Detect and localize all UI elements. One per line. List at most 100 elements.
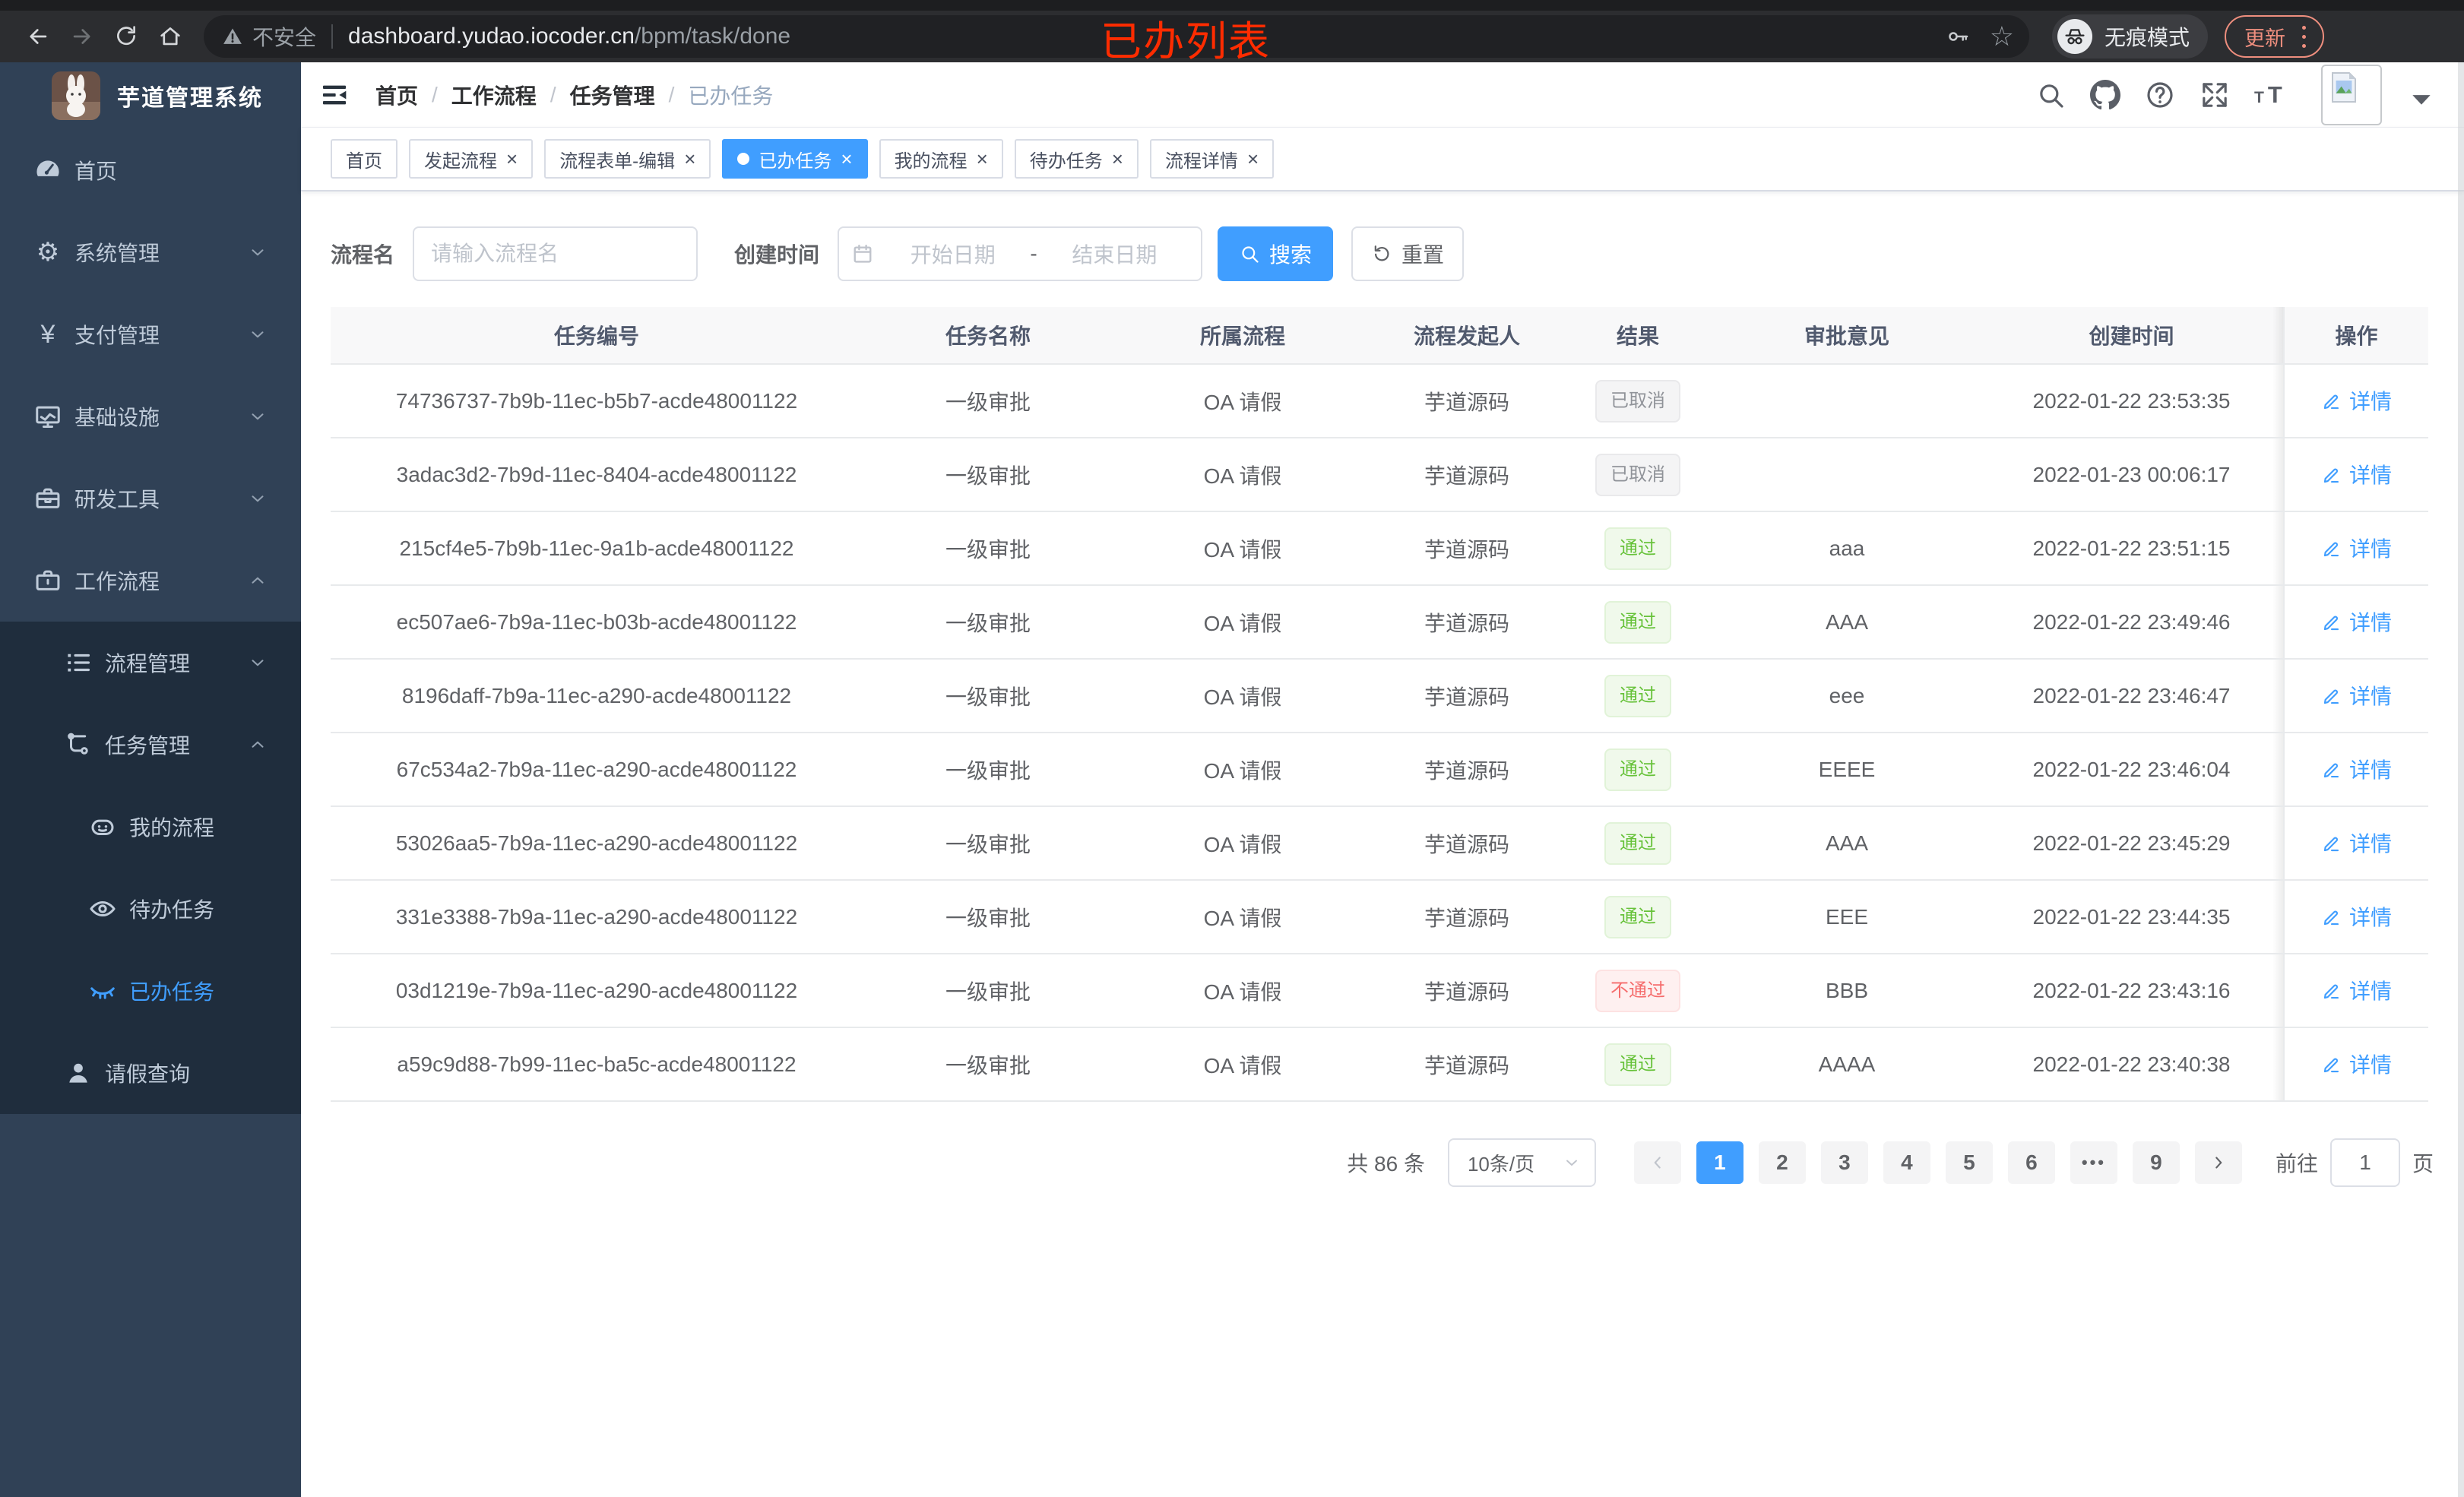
sidebar-item-label: 工作流程 [74,570,160,593]
task-name-cell: 一级审批 [863,364,1113,438]
breadcrumb-item-首页[interactable]: 首页 [375,84,419,108]
detail-link[interactable]: 详情 [2321,901,2392,932]
tab-已办任务[interactable]: 已办任务 × [722,139,868,179]
detail-link[interactable]: 详情 [2321,754,2392,784]
tab-流程表单-编辑[interactable]: 流程表单-编辑 × [544,139,711,179]
fullscreen-icon[interactable] [2200,80,2230,110]
browser-reload-button[interactable] [109,20,143,53]
password-key-icon[interactable] [1946,24,1970,49]
next-page-button[interactable] [2194,1141,2242,1184]
detail-link[interactable]: 详情 [2321,533,2392,563]
detail-link[interactable]: 详情 [2321,975,2392,1005]
security-indicator[interactable]: 不安全 [222,21,316,52]
sidebar-item-系统管理[interactable]: ⚙ 系统管理 [0,211,301,293]
page-button-3[interactable]: 3 [1820,1141,1868,1184]
column-header-任务名称: 任务名称 [863,307,1113,365]
sidebar-item-待办任务[interactable]: 待办任务 [0,868,301,950]
search-button[interactable]: 搜索 [1218,226,1334,281]
sidebar-item-任务管理[interactable]: 任务管理 [0,704,301,786]
detail-link[interactable]: 详情 [2321,680,2392,711]
browser-toolbar: 不安全 dashboard.yudao.iocoder.cn/bpm/task/… [0,11,2464,62]
sidebar-item-已办任务[interactable]: 已办任务 [0,950,301,1032]
sidebar-item-请假查询[interactable]: 请假查询 [0,1032,301,1114]
close-icon[interactable]: × [506,147,518,170]
result-cell: 通过 [1562,585,1714,660]
goto-page-input[interactable] [2329,1138,2400,1187]
detail-label: 详情 [2348,685,2392,709]
reset-button[interactable]: 重置 [1351,226,1465,281]
search-icon[interactable] [2035,80,2066,110]
user-avatar[interactable] [2321,64,2382,125]
address-bar[interactable]: 不安全 dashboard.yudao.iocoder.cn/bpm/task/… [204,15,2029,58]
process-cell: OA 请假 [1113,806,1372,881]
more-pages-button[interactable]: ••• [2070,1141,2117,1184]
help-icon[interactable] [2145,80,2175,110]
tab-我的流程[interactable]: 我的流程 × [879,139,1003,179]
tab-待办任务[interactable]: 待办任务 × [1014,139,1139,179]
close-icon[interactable]: × [684,147,696,170]
edit-icon [2321,759,2342,780]
table-row: 8196daff-7b9a-11ec-a290-acde48001122 一级审批… [331,659,2428,733]
table-row: a59c9d88-7b99-11ec-ba5c-acde48001122 一级审批… [331,1027,2428,1102]
sidebar-item-工作流程[interactable]: 工作流程 [0,540,301,622]
action-cell: 详情 [2273,1027,2428,1102]
page-button-6[interactable]: 6 [2007,1141,2055,1184]
close-icon[interactable]: × [841,147,853,170]
breadcrumb-item-工作流程[interactable]: 工作流程 [451,84,537,108]
browser-home-button[interactable] [154,20,187,53]
close-icon[interactable]: × [1111,147,1123,170]
detail-link[interactable]: 详情 [2321,606,2392,637]
detail-link[interactable]: 详情 [2321,385,2392,416]
user-menu-caret-icon[interactable] [2406,84,2437,115]
tab-发起流程[interactable]: 发起流程 × [409,139,534,179]
column-header-流程发起人: 流程发起人 [1372,307,1562,365]
sidebar-collapse-icon[interactable] [319,80,350,110]
table-row: 53026aa5-7b9a-11ec-a290-acde48001122 一级审批… [331,806,2428,881]
browser-update-button[interactable]: 更新 [2225,15,2325,58]
page-button-2[interactable]: 2 [1758,1141,1806,1184]
result-cell: 通过 [1562,659,1714,733]
sidebar-item-我的流程[interactable]: 我的流程 [0,786,301,868]
browser-back-button[interactable] [21,20,55,53]
page-button-1[interactable]: 1 [1696,1141,1743,1184]
page-button-9[interactable]: 9 [2132,1141,2180,1184]
breadcrumb-item-任务管理[interactable]: 任务管理 [569,84,655,108]
security-label: 不安全 [252,26,317,49]
browser-menu-icon[interactable] [2298,25,2310,48]
opinion-cell: AAA [1714,585,1980,660]
app-logo[interactable]: 芋道管理系统 [0,62,301,129]
process-name-input[interactable] [413,226,698,281]
close-icon[interactable]: × [1246,147,1259,170]
page-button-4[interactable]: 4 [1883,1141,1930,1184]
bookmark-star-icon[interactable]: ☆ [1989,21,2014,52]
edit-icon [2321,833,2342,853]
annotation-text: 已办列表 [1101,19,1271,65]
date-range-picker[interactable]: 开始日期 - 结束日期 [838,226,1203,281]
table-row: 74736737-7b9b-11ec-b5b7-acde48001122 一级审批… [331,364,2428,438]
tab-首页[interactable]: 首页 [331,139,397,179]
chevron-up-icon [248,735,268,755]
page-size-select[interactable]: 10条/页 [1447,1138,1596,1187]
detail-link[interactable]: 详情 [2321,828,2392,858]
browser-forward-button[interactable] [65,20,99,53]
sidebar-item-流程管理[interactable]: 流程管理 [0,622,301,704]
result-cell: 通过 [1562,1027,1714,1102]
detail-link[interactable]: 详情 [2321,1049,2392,1079]
tab-流程详情[interactable]: 流程详情 × [1149,139,1275,179]
opinion-cell [1714,438,1980,512]
prev-page-button[interactable] [1633,1141,1681,1184]
starter-cell: 芋道源码 [1372,954,1562,1028]
sidebar-item-首页[interactable]: 首页 [0,129,301,211]
url-path: /bpm/task/done [634,24,791,49]
sidebar-item-研发工具[interactable]: 研发工具 [0,457,301,540]
close-icon[interactable]: × [976,147,988,170]
detail-link[interactable]: 详情 [2321,459,2392,489]
github-icon[interactable] [2090,79,2120,110]
page-button-5[interactable]: 5 [1945,1141,1993,1184]
action-cell: 详情 [2273,438,2428,512]
sidebar-item-支付管理[interactable]: ¥ 支付管理 [0,293,301,375]
action-cell: 详情 [2273,659,2428,733]
sidebar-item-基础设施[interactable]: 基础设施 [0,375,301,457]
